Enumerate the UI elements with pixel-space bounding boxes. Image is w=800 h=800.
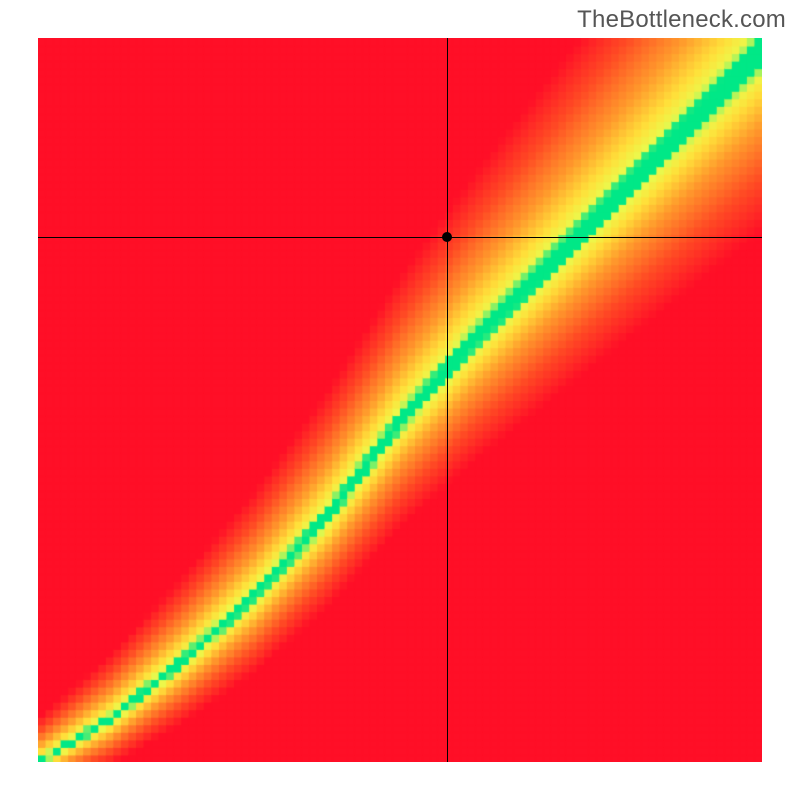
chart-container: { "watermark": "TheBottleneck.com", "wat… bbox=[0, 0, 800, 800]
watermark-text: TheBottleneck.com bbox=[577, 6, 786, 34]
crosshair-marker bbox=[442, 232, 452, 242]
crosshair-vertical bbox=[447, 38, 448, 762]
heatmap-canvas bbox=[38, 38, 762, 762]
crosshair-horizontal bbox=[38, 237, 762, 238]
